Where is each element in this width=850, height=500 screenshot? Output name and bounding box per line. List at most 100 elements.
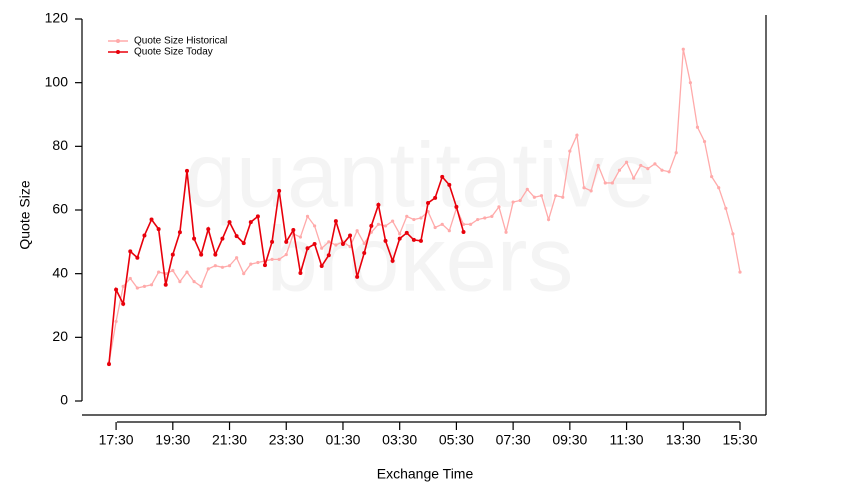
data-point [348,245,352,249]
y-tick-label: 80 [52,137,68,153]
legend-marker [116,50,120,54]
data-point [170,252,175,257]
data-point [660,168,664,172]
data-point [731,232,735,236]
data-point [227,264,232,268]
x-tick-label: 23:30 [269,432,304,448]
data-point [121,284,125,288]
data-point [376,202,381,207]
data-point [404,230,409,235]
data-point [213,252,218,257]
data-point [539,194,544,198]
data-point [454,204,459,209]
x-axis-title: Exchange Time [377,466,474,482]
data-point [468,222,473,226]
data-point [688,81,692,85]
data-point [461,222,466,226]
data-point [476,217,480,222]
data-point [575,133,579,137]
data-point [270,239,275,244]
data-point [213,264,217,268]
data-point [702,139,707,144]
data-point [298,235,303,239]
data-point [348,233,353,238]
data-point [362,250,367,255]
x-tick-label: 07:30 [496,432,531,448]
data-point [142,233,147,238]
data-point [135,255,140,260]
y-tick-label: 60 [52,201,68,217]
data-point [390,219,395,223]
data-point [511,200,515,204]
legend-label: Quote Size Historical [134,36,227,47]
data-point [220,236,225,241]
data-point [483,216,487,220]
data-point [107,362,111,367]
data-point [418,238,423,243]
x-tick-label: 11:30 [610,432,644,448]
data-point [149,217,154,222]
data-point [234,234,239,239]
data-point [319,264,324,269]
data-point [177,230,182,235]
y-tick-label: 100 [45,73,69,89]
data-point [497,205,501,209]
data-point [206,227,211,232]
data-point [639,163,643,168]
x-tick-label: 21:30 [212,432,247,448]
data-point [149,283,154,287]
data-point [681,47,685,51]
data-point [695,125,700,129]
data-point [114,287,119,292]
data-point [447,182,452,187]
data-point [710,174,714,179]
data-point [532,195,536,199]
data-point [291,228,296,233]
data-point [305,214,310,218]
data-point [242,272,246,276]
data-point [270,257,274,261]
data-point [185,270,189,274]
x-tick-label: 03:30 [382,432,417,448]
data-point [582,186,586,190]
data-point [603,181,607,185]
x-tick-label: 09:30 [552,432,587,448]
data-point [199,252,204,257]
data-point [440,222,444,226]
data-point [646,167,650,171]
watermark: quantitative [185,124,656,226]
data-point [184,168,189,173]
data-point [376,222,381,226]
data-point [426,200,431,205]
data-point [405,214,409,218]
data-point [163,282,168,287]
data-point [305,246,310,251]
data-point [419,216,423,220]
data-point [284,252,288,257]
data-point [674,151,678,155]
data-point [199,284,203,288]
data-point [171,268,175,273]
data-point [333,219,338,224]
data-point [128,276,132,281]
data-point [220,265,225,269]
data-point [262,263,267,268]
data-point [320,246,324,250]
data-point [312,242,317,247]
data-point [362,241,366,246]
data-point [157,270,161,274]
data-point [114,319,118,324]
watermark: brokers [267,208,574,310]
y-tick-label: 40 [52,264,68,280]
data-point [397,236,402,241]
data-point [390,258,395,263]
data-point [128,249,133,254]
data-point [156,227,161,232]
data-point [412,217,416,222]
data-point [298,271,303,276]
data-point [461,229,466,234]
data-point [568,149,572,153]
data-point [554,194,558,198]
data-point [433,225,437,230]
legend-label: Quote Size Today [134,47,213,58]
